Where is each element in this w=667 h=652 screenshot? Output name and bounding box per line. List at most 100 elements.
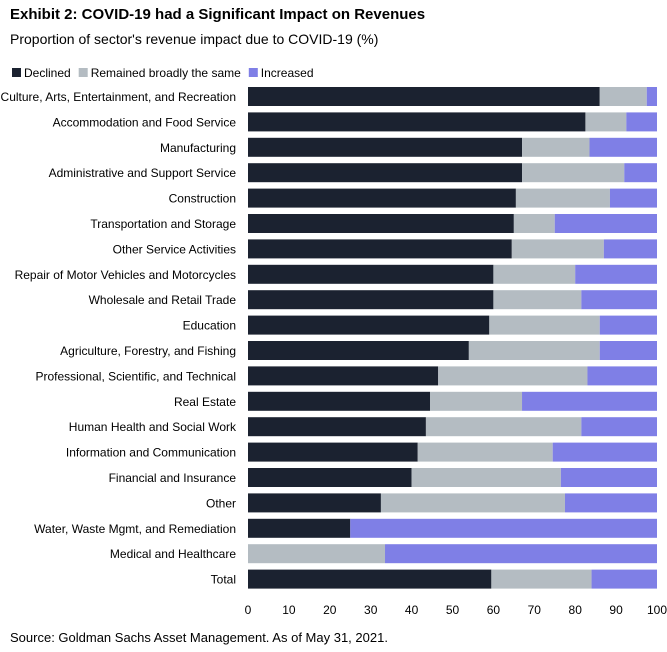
category-label-transportation-and-storage: Transportation and Storage bbox=[90, 217, 236, 231]
category-labels: Culture, Arts, Entertainment, and Recrea… bbox=[1, 90, 237, 587]
bar-declined-real-estate bbox=[248, 391, 431, 411]
bar-remained-broadly-the-same-transportation-and-storage bbox=[513, 214, 555, 233]
bar-increased-transportation-and-storage bbox=[554, 214, 657, 233]
bar-declined-total bbox=[248, 569, 492, 589]
category-label-education: Education bbox=[183, 319, 236, 333]
legend-label-increased: Increased bbox=[261, 66, 314, 80]
bar-declined-other-service-activities bbox=[248, 239, 512, 259]
bar-remained-broadly-the-same-real-estate bbox=[430, 391, 523, 411]
x-tick-label-100: 100 bbox=[647, 603, 667, 617]
bar-declined-culture-arts-entertainment-and-recreation bbox=[248, 87, 600, 106]
x-tick-label-80: 80 bbox=[569, 603, 583, 617]
x-tick-label-40: 40 bbox=[405, 603, 419, 617]
bar-increased-other-service-activities bbox=[603, 239, 657, 259]
category-label-accommodation-and-food-service: Accommodation and Food Service bbox=[53, 115, 237, 129]
legend: Declined Remained broadly the same Increas… bbox=[12, 66, 314, 80]
x-tick-label-90: 90 bbox=[609, 603, 623, 617]
bar-remained-broadly-the-same-other bbox=[380, 493, 565, 513]
bar-remained-broadly-the-same-repair-of-motor-vehicles-and-motorcycles bbox=[493, 264, 576, 284]
category-label-information-and-communication: Information and Communication bbox=[66, 446, 236, 460]
bar-declined-human-health-and-social-work bbox=[248, 417, 426, 437]
category-label-other: Other bbox=[206, 496, 236, 510]
bar-remained-broadly-the-same-information-and-communication bbox=[417, 442, 553, 462]
bar-increased-real-estate bbox=[522, 391, 657, 411]
x-tick-label-20: 20 bbox=[323, 603, 337, 617]
x-tick-label-50: 50 bbox=[446, 603, 460, 617]
bar-increased-water-waste-mgmt-and-remediation bbox=[350, 518, 657, 538]
x-tick-label-70: 70 bbox=[528, 603, 542, 617]
bar-increased-manufacturing bbox=[589, 137, 657, 157]
bar-declined-agriculture-forestry-and-fishing bbox=[248, 341, 469, 360]
category-label-construction: Construction bbox=[169, 192, 236, 206]
bar-declined-wholesale-and-retail-trade bbox=[248, 290, 494, 310]
category-label-real-estate: Real Estate bbox=[174, 395, 236, 409]
bar-declined-construction bbox=[248, 188, 516, 208]
legend-label-declined: Declined bbox=[24, 66, 71, 80]
bar-remained-broadly-the-same-agriculture-forestry-and-fishing bbox=[468, 341, 600, 360]
legend-swatch-increased bbox=[248, 68, 258, 77]
bar-increased-agriculture-forestry-and-fishing bbox=[599, 341, 657, 360]
bar-increased-total bbox=[591, 569, 657, 589]
bar-remained-broadly-the-same-total bbox=[491, 569, 592, 589]
bar-increased-professional-scientific-and-technical bbox=[587, 366, 657, 386]
bar-remained-broadly-the-same-culture-arts-entertainment-and-recreation bbox=[599, 87, 647, 106]
bars bbox=[248, 87, 657, 589]
bar-increased-financial-and-insurance bbox=[560, 468, 657, 487]
category-label-wholesale-and-retail-trade: Wholesale and Retail Trade bbox=[89, 293, 237, 307]
category-label-water-waste-mgmt-and-remediation: Water, Waste Mgmt, and Remediation bbox=[34, 522, 236, 536]
source-note: Source: Goldman Sachs Asset Management. … bbox=[10, 630, 388, 645]
bar-declined-accommodation-and-food-service bbox=[248, 112, 586, 132]
category-label-financial-and-insurance: Financial and Insurance bbox=[109, 471, 237, 485]
bar-declined-repair-of-motor-vehicles-and-motorcycles bbox=[248, 264, 494, 284]
bar-remained-broadly-the-same-professional-scientific-and-technical bbox=[438, 366, 588, 386]
bar-increased-administrative-and-support-service bbox=[624, 163, 657, 183]
legend-swatch-declined bbox=[12, 68, 21, 77]
bar-declined-manufacturing bbox=[248, 137, 523, 157]
legend-swatch-remained-broadly-the-same bbox=[78, 68, 88, 77]
bar-increased-medical-and-healthcare bbox=[385, 544, 657, 564]
bar-declined-financial-and-insurance bbox=[248, 468, 412, 487]
bar-remained-broadly-the-same-manufacturing bbox=[522, 137, 590, 157]
bar-increased-education bbox=[599, 315, 657, 335]
category-label-total: Total bbox=[211, 573, 236, 587]
bar-increased-information-and-communication bbox=[552, 442, 657, 462]
legend-label-remained-broadly-the-same: Remained broadly the same bbox=[91, 66, 241, 80]
bar-remained-broadly-the-same-financial-and-insurance bbox=[411, 468, 561, 487]
bar-remained-broadly-the-same-construction bbox=[515, 188, 610, 208]
bar-remained-broadly-the-same-human-health-and-social-work bbox=[425, 417, 582, 437]
bar-increased-culture-arts-entertainment-and-recreation bbox=[646, 87, 657, 106]
category-label-agriculture-forestry-and-fishing: Agriculture, Forestry, and Fishing bbox=[60, 344, 236, 358]
bar-declined-information-and-communication bbox=[248, 442, 418, 462]
category-label-medical-and-healthcare: Medical and Healthcare bbox=[110, 547, 236, 561]
bar-declined-professional-scientific-and-technical bbox=[248, 366, 439, 386]
x-tick-label-30: 30 bbox=[364, 603, 378, 617]
x-tick-label-60: 60 bbox=[487, 603, 501, 617]
category-label-culture-arts-entertainment-and-recreation: Culture, Arts, Entertainment, and Recrea… bbox=[1, 90, 236, 104]
chart-title: Exhibit 2: COVID-19 had a Significant Im… bbox=[10, 6, 426, 23]
bar-increased-construction bbox=[609, 188, 657, 208]
chart-subtitle: Proportion of sector's revenue impact du… bbox=[10, 31, 379, 47]
stacked-bar-chart: Declined Remained broadly the same Increas… bbox=[1, 66, 667, 617]
category-label-human-health-and-social-work: Human Health and Social Work bbox=[69, 420, 237, 434]
bar-declined-administrative-and-support-service bbox=[248, 163, 523, 183]
bar-declined-transportation-and-storage bbox=[248, 214, 514, 233]
bar-increased-accommodation-and-food-service bbox=[626, 112, 657, 132]
bar-remained-broadly-the-same-other-service-activities bbox=[511, 239, 604, 259]
bar-remained-broadly-the-same-education bbox=[489, 315, 600, 335]
bar-increased-repair-of-motor-vehicles-and-motorcycles bbox=[575, 264, 657, 284]
bar-remained-broadly-the-same-administrative-and-support-service bbox=[522, 163, 625, 183]
category-label-professional-scientific-and-technical: Professional, Scientific, and Technical bbox=[35, 369, 236, 383]
bar-increased-human-health-and-social-work bbox=[581, 417, 657, 437]
x-axis: 0 10 20 30 40 50 60 70 80 90 100 bbox=[245, 603, 667, 617]
bar-increased-wholesale-and-retail-trade bbox=[581, 290, 657, 310]
x-tick-label-0: 0 bbox=[245, 603, 252, 617]
bar-remained-broadly-the-same-accommodation-and-food-service bbox=[585, 112, 627, 132]
bar-declined-education bbox=[248, 315, 490, 335]
bar-remained-broadly-the-same-medical-and-healthcare bbox=[248, 544, 386, 564]
category-label-other-service-activities: Other Service Activities bbox=[113, 242, 236, 256]
bar-increased-other bbox=[564, 493, 657, 513]
bar-remained-broadly-the-same-wholesale-and-retail-trade bbox=[493, 290, 582, 310]
category-label-manufacturing: Manufacturing bbox=[160, 141, 236, 155]
category-label-repair-of-motor-vehicles-and-motorcycles: Repair of Motor Vehicles and Motorcycles bbox=[15, 268, 236, 282]
category-label-administrative-and-support-service: Administrative and Support Service bbox=[49, 166, 237, 180]
